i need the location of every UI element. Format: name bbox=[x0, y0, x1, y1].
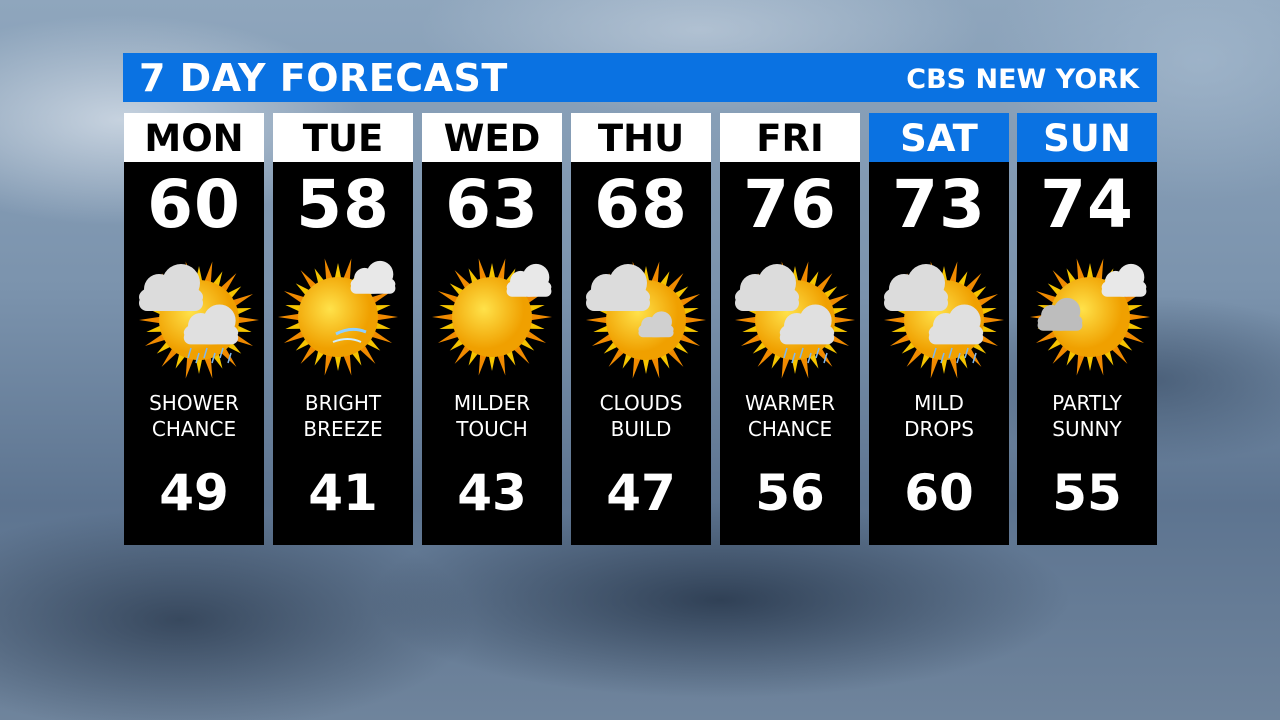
day-panel: 73 MILD DROPS 60 bbox=[869, 162, 1009, 545]
day-panel: 60 SHOWER CHANCE 49 bbox=[124, 162, 264, 545]
high-temp: 68 bbox=[594, 166, 688, 243]
day-column-thu: THU 68 CLOUDS BUILD 47 bbox=[571, 113, 711, 545]
day-column-tue: TUE 58 BRIGHT BREEZE 41 bbox=[273, 113, 413, 545]
low-temp: 43 bbox=[457, 464, 527, 522]
condition-line-1: MILD bbox=[914, 391, 964, 415]
condition-line-2: BUILD bbox=[610, 417, 672, 441]
condition-text: WARMER CHANCE bbox=[720, 390, 860, 442]
day-panel: 63 MILDER TOUCH 43 bbox=[422, 162, 562, 545]
day-column-wed: WED 63 MILDER TOUCH 43 bbox=[422, 113, 562, 545]
sun-clouds-showers-icon bbox=[129, 252, 259, 382]
condition-line-1: CLOUDS bbox=[599, 391, 683, 415]
day-label: TUE bbox=[273, 113, 413, 162]
low-temp: 49 bbox=[159, 464, 229, 522]
day-label: WED bbox=[422, 113, 562, 162]
high-temp: 60 bbox=[147, 166, 241, 243]
condition-text: SHOWER CHANCE bbox=[124, 390, 264, 442]
partly-sunny-icon bbox=[1022, 252, 1152, 382]
high-temp: 58 bbox=[296, 166, 390, 243]
condition-text: MILDER TOUCH bbox=[422, 390, 562, 442]
day-label: THU bbox=[571, 113, 711, 162]
sun-wind-icon bbox=[278, 252, 408, 382]
condition-text: PARTLY SUNNY bbox=[1017, 390, 1157, 442]
day-panel: 76 WARMER CHANCE 56 bbox=[720, 162, 860, 545]
day-label: SAT bbox=[869, 113, 1009, 162]
condition-line-2: CHANCE bbox=[151, 417, 237, 441]
low-temp: 55 bbox=[1052, 464, 1122, 522]
condition-line-2: TOUCH bbox=[456, 417, 528, 441]
low-temp: 47 bbox=[606, 464, 676, 522]
low-temp: 41 bbox=[308, 464, 378, 522]
forecast-title: 7 DAY FORECAST bbox=[139, 56, 508, 100]
day-panel: 58 BRIGHT BREEZE 41 bbox=[273, 162, 413, 545]
low-temp: 56 bbox=[755, 464, 825, 522]
condition-line-1: BRIGHT bbox=[304, 391, 382, 415]
mostly-cloudy-icon bbox=[576, 252, 706, 382]
condition-text: BRIGHT BREEZE bbox=[273, 390, 413, 442]
day-column-sun: SUN 74 PARTLY SUNNY 55 bbox=[1017, 113, 1157, 545]
condition-text: CLOUDS BUILD bbox=[571, 390, 711, 442]
high-temp: 74 bbox=[1040, 166, 1134, 243]
forecast-header: 7 DAY FORECAST CBS NEW YORK bbox=[123, 53, 1157, 102]
day-panel: 68 CLOUDS BUILD 47 bbox=[571, 162, 711, 545]
condition-line-2: CHANCE bbox=[747, 417, 833, 441]
day-column-sat: SAT 73 MILD DROPS 60 bbox=[869, 113, 1009, 545]
day-label: FRI bbox=[720, 113, 860, 162]
condition-line-2: SUNNY bbox=[1052, 417, 1122, 441]
day-panel: 74 PARTLY SUNNY 55 bbox=[1017, 162, 1157, 545]
station-name: CBS NEW YORK bbox=[906, 64, 1139, 95]
high-temp: 63 bbox=[445, 166, 539, 243]
high-temp: 76 bbox=[743, 166, 837, 243]
condition-line-1: PARTLY bbox=[1052, 391, 1122, 415]
sunny-icon bbox=[427, 252, 557, 382]
condition-line-1: SHOWER bbox=[149, 391, 239, 415]
sun-clouds-showers-icon bbox=[725, 252, 855, 382]
day-label: MON bbox=[124, 113, 264, 162]
high-temp: 73 bbox=[892, 166, 986, 243]
low-temp: 60 bbox=[904, 464, 974, 522]
day-label: SUN bbox=[1017, 113, 1157, 162]
day-column-mon: MON 60 SHOWER CHANCE 49 bbox=[124, 113, 264, 545]
condition-line-2: DROPS bbox=[904, 417, 974, 441]
condition-text: MILD DROPS bbox=[869, 390, 1009, 442]
condition-line-2: BREEZE bbox=[303, 417, 383, 441]
sun-clouds-showers-icon bbox=[874, 252, 1004, 382]
condition-line-1: WARMER bbox=[744, 391, 836, 415]
day-column-fri: FRI 76 WARMER CHANCE 56 bbox=[720, 113, 860, 545]
condition-line-1: MILDER bbox=[453, 391, 531, 415]
